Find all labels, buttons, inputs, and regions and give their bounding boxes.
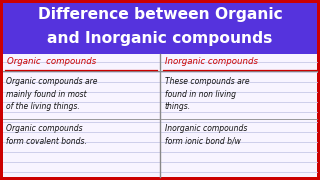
Text: Inorganic compounds: Inorganic compounds	[165, 124, 247, 133]
Text: found in non living: found in non living	[165, 90, 236, 99]
Bar	[3, 54, 317, 177]
Text: Difference between Organic: Difference between Organic	[38, 7, 282, 22]
Text: of the living things.: of the living things.	[6, 102, 80, 111]
Text: Inorganic compounds: Inorganic compounds	[165, 57, 258, 66]
Text: Organic compounds are: Organic compounds are	[6, 77, 98, 86]
Text: form covalent bonds.: form covalent bonds.	[6, 137, 87, 146]
Bar	[3, 3, 317, 54]
Text: These compounds are: These compounds are	[165, 77, 250, 86]
Text: things.: things.	[165, 102, 191, 111]
Text: Organic compounds: Organic compounds	[6, 124, 83, 133]
Text: Organic  compounds: Organic compounds	[7, 57, 96, 66]
Text: and Inorganic compounds: and Inorganic compounds	[47, 31, 273, 46]
Text: form ionic bond b/w: form ionic bond b/w	[165, 137, 241, 146]
Text: mainly found in most: mainly found in most	[6, 90, 87, 99]
